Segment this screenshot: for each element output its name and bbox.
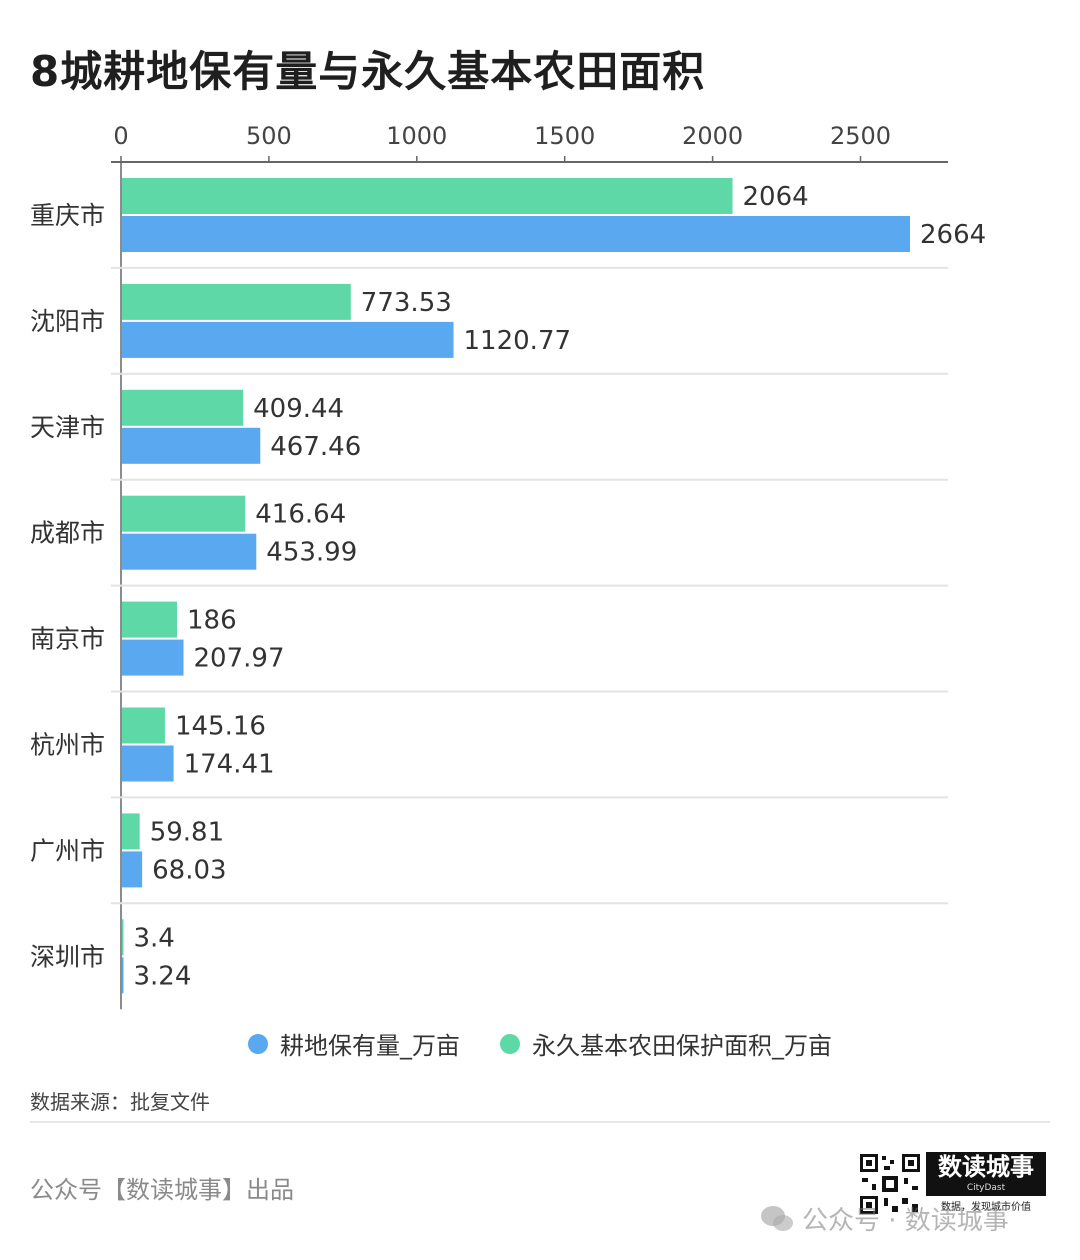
bar-cultivated xyxy=(122,533,257,570)
bar-farmland xyxy=(122,813,140,850)
x-tick-label: 0 xyxy=(113,122,128,150)
bar-farmland xyxy=(122,178,733,214)
category-label: 南京市 xyxy=(30,625,105,654)
bar-farmland xyxy=(122,601,178,638)
legend: 耕地保有量_万亩 永久基本农田保护面积_万亩 xyxy=(0,1026,1080,1061)
watermark-text: 公众号 · 数读城事 xyxy=(802,1206,1009,1236)
x-tick-label: 500 xyxy=(246,122,292,150)
bar-cultivated xyxy=(122,427,261,464)
bar-value-label: 59.81 xyxy=(150,817,224,847)
bar-cultivated xyxy=(122,321,454,358)
bar-value-label: 2064 xyxy=(743,182,809,212)
legend-swatch-farmland xyxy=(500,1033,520,1054)
bar-cultivated xyxy=(122,639,184,676)
bar-cultivated xyxy=(122,851,143,888)
bar-value-label: 3.24 xyxy=(134,961,192,991)
category-label: 成都市 xyxy=(30,519,105,548)
bar-value-label: 174.41 xyxy=(184,750,275,780)
bar-cultivated xyxy=(122,216,911,252)
category-label: 重庆市 xyxy=(30,201,105,230)
x-tick-label: 2500 xyxy=(830,122,891,150)
bar-value-label: 3.4 xyxy=(134,923,175,953)
bar-farmland xyxy=(122,707,165,744)
bar-value-label: 145.16 xyxy=(175,712,266,742)
category-label: 深圳市 xyxy=(30,942,105,971)
qr-code-icon xyxy=(858,1152,922,1216)
x-tick-label: 1000 xyxy=(386,122,447,150)
brand-slogan: 数据，发现城市价值 xyxy=(941,1202,1031,1213)
category-label: 广州市 xyxy=(30,836,105,865)
footer-divider xyxy=(30,1121,1050,1123)
legend-label-cultivated: 耕地保有量_万亩 xyxy=(280,1032,460,1060)
category-label: 天津市 xyxy=(30,413,105,442)
category-label: 杭州市 xyxy=(30,730,105,759)
bar-value-label: 416.64 xyxy=(255,500,346,530)
category-label: 沈阳市 xyxy=(30,307,105,336)
bar-cultivated xyxy=(122,745,174,782)
publisher-credit: 公众号【数读城事】出品 xyxy=(30,1176,294,1204)
bar-chart: 0 500 1000 1500 2000 2500 重庆市 2064 2664 沈阳市 773.53… xyxy=(30,122,986,1010)
bar-farmland xyxy=(122,283,351,320)
legend-item-cultivated: 耕地保有量_万亩 xyxy=(248,1026,460,1061)
brand-name: 数读城事 xyxy=(938,1153,1034,1181)
bar-value-label: 207.97 xyxy=(194,644,285,674)
wechat-watermark: 公众号 · 数读城事 xyxy=(760,1200,1009,1237)
bar-cultivated xyxy=(122,957,124,994)
bar-value-label: 68.03 xyxy=(152,855,226,885)
bar-farmland xyxy=(122,389,244,426)
x-tick-label: 2000 xyxy=(682,122,743,150)
bar-value-label: 186 xyxy=(187,606,237,636)
x-tick-label: 1500 xyxy=(534,122,595,150)
bar-value-label: 1120.77 xyxy=(464,326,572,356)
bar-value-label: 773.53 xyxy=(361,288,452,318)
bar-value-label: 409.44 xyxy=(253,394,344,424)
brand-logo: 数读城事 CityDast xyxy=(926,1152,1046,1196)
bar-farmland xyxy=(122,919,124,956)
brand-english-name: CityDast xyxy=(966,1183,1006,1193)
legend-swatch-cultivated xyxy=(248,1033,268,1054)
bar-value-label: 467.46 xyxy=(270,432,361,462)
bar-value-label: 453.99 xyxy=(266,538,357,568)
bar-value-label: 2664 xyxy=(920,220,986,250)
legend-item-farmland: 永久基本农田保护面积_万亩 xyxy=(500,1026,832,1061)
chart-title: 8城耕地保有量与永久基本农田面积 xyxy=(30,47,706,96)
wechat-icon xyxy=(761,1205,793,1231)
legend-label-farmland: 永久基本农田保护面积_万亩 xyxy=(532,1032,832,1060)
bar-farmland xyxy=(122,495,246,532)
data-source-note: 数据来源：批复文件 xyxy=(30,1090,210,1114)
